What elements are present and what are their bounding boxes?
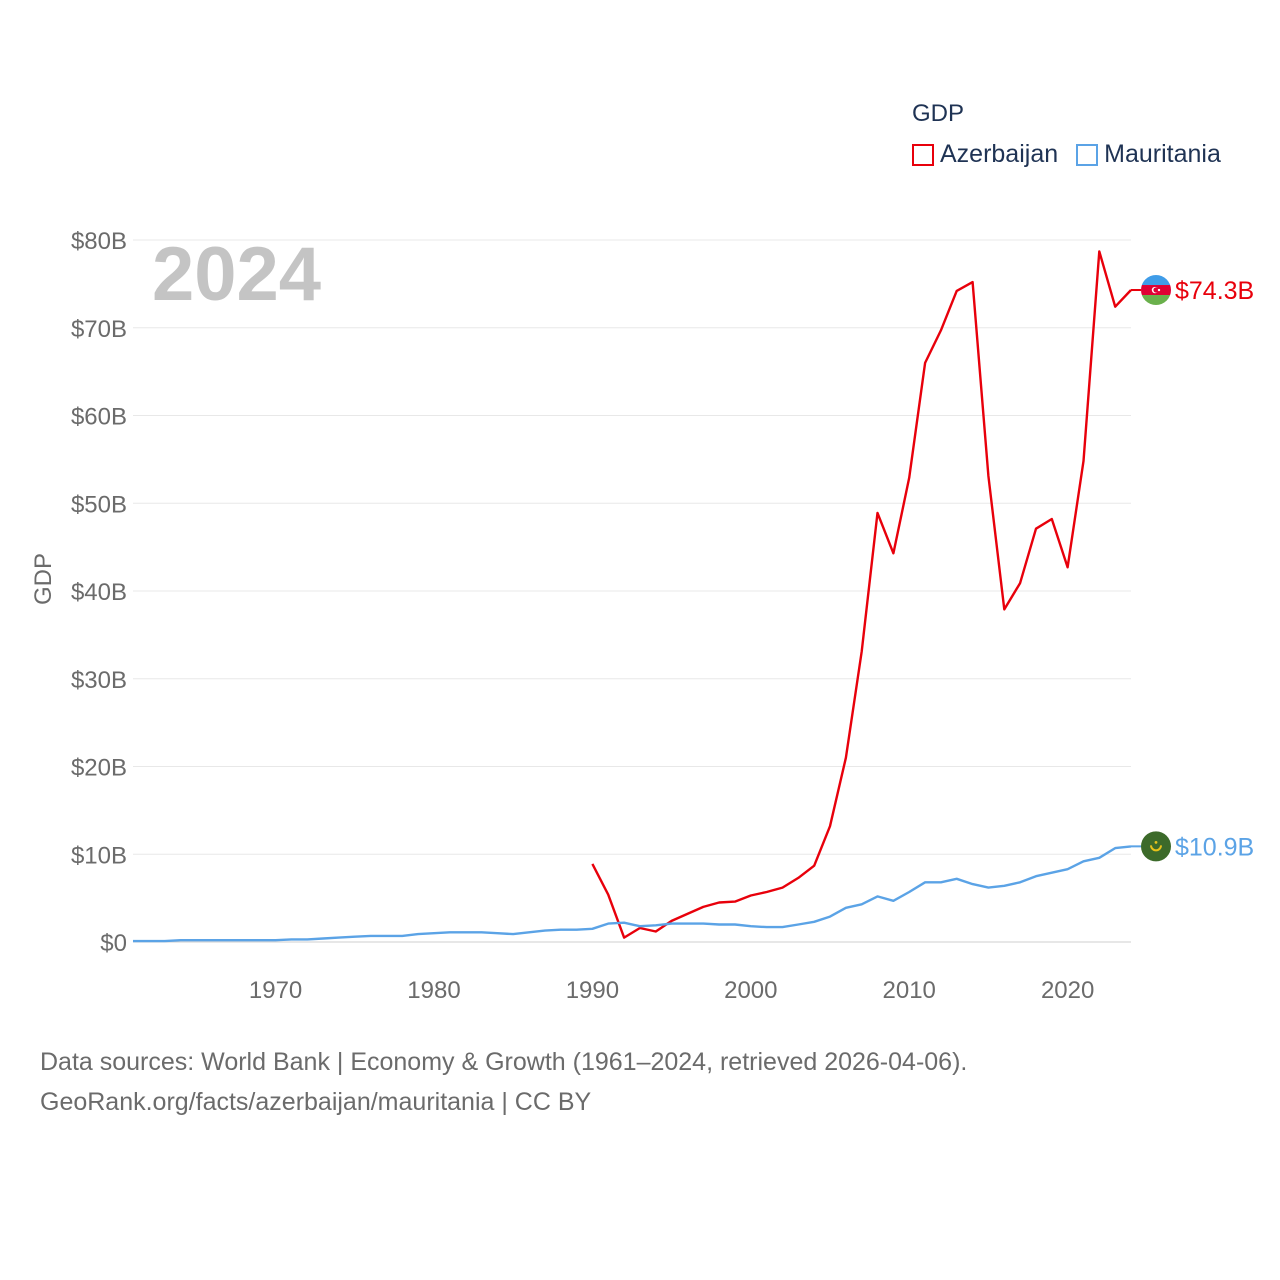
- y-tick-label: $0: [100, 930, 127, 957]
- end-label-azerbaijan: $74.3B: [1175, 277, 1254, 305]
- x-tick-label: 2020: [1041, 977, 1094, 1004]
- series-line-azerbaijan: [591, 250, 1132, 939]
- data-source-note: Data sources: World Bank | Economy & Gro…: [40, 1042, 967, 1122]
- x-tick-label: 2000: [724, 977, 777, 1004]
- y-tick-label: $10B: [71, 842, 127, 869]
- x-tick-label: 1980: [407, 977, 460, 1004]
- series-line-mauritania: [133, 845, 1132, 943]
- legend-item-azerbaijan[interactable]: Azerbaijan: [912, 140, 1058, 169]
- legend-swatch-azerbaijan: [912, 143, 934, 166]
- flag-star: [1157, 288, 1161, 292]
- y-tick-label: $50B: [71, 491, 127, 518]
- y-tick-label: $30B: [71, 667, 127, 694]
- x-tick-label: 1990: [566, 977, 619, 1004]
- y-tick-label: $80B: [71, 228, 127, 255]
- legend: GDP Azerbaijan Mauritania: [912, 100, 1221, 169]
- year-watermark: 2024: [152, 232, 321, 317]
- flag-star: [1154, 840, 1158, 844]
- legend-items: Azerbaijan Mauritania: [912, 140, 1221, 169]
- series-lines: [132, 250, 1132, 943]
- gridlines: [133, 239, 1131, 943]
- azerbaijan-flag-icon: [1141, 275, 1171, 306]
- x-tick-label: 2010: [883, 977, 936, 1004]
- x-axis-ticks: 1970 1980 1990 2000 2010 2020: [249, 977, 1094, 1004]
- y-axis-label: GDP: [30, 553, 57, 605]
- flag-crescent: [1150, 845, 1162, 852]
- legend-swatch-mauritania: [1076, 143, 1099, 166]
- source-line-1: Data sources: World Bank | Economy & Gro…: [40, 1048, 968, 1076]
- y-tick-label: $60B: [71, 404, 127, 431]
- flag-crescent-cut: [1153, 287, 1159, 293]
- legend-item-mauritania[interactable]: Mauritania: [1076, 140, 1221, 169]
- y-axis-ticks: $0 $10B $20B $30B $40B $50B $60B $70B $80B: [71, 228, 127, 957]
- y-tick-label: $40B: [71, 579, 127, 606]
- legend-label-azerbaijan: Azerbaijan: [940, 140, 1059, 168]
- legend-label-mauritania: Mauritania: [1104, 140, 1221, 168]
- y-tick-label: $70B: [71, 316, 127, 343]
- mauritania-flag-icon: [1141, 831, 1171, 862]
- flag-field: [1141, 831, 1171, 862]
- flag-band-green: [1141, 295, 1171, 306]
- source-link[interactable]: GeoRank.org/facts/azerbaijan/mauritania …: [40, 1088, 592, 1116]
- legend-title: GDP: [912, 100, 965, 127]
- end-label-mauritania: $10.9B: [1175, 833, 1254, 861]
- y-tick-label: $20B: [71, 755, 127, 782]
- series-end-labels: $74.3B $10.9B: [1131, 275, 1254, 862]
- flag-band-blue: [1141, 275, 1171, 286]
- x-tick-label: 1970: [249, 977, 302, 1004]
